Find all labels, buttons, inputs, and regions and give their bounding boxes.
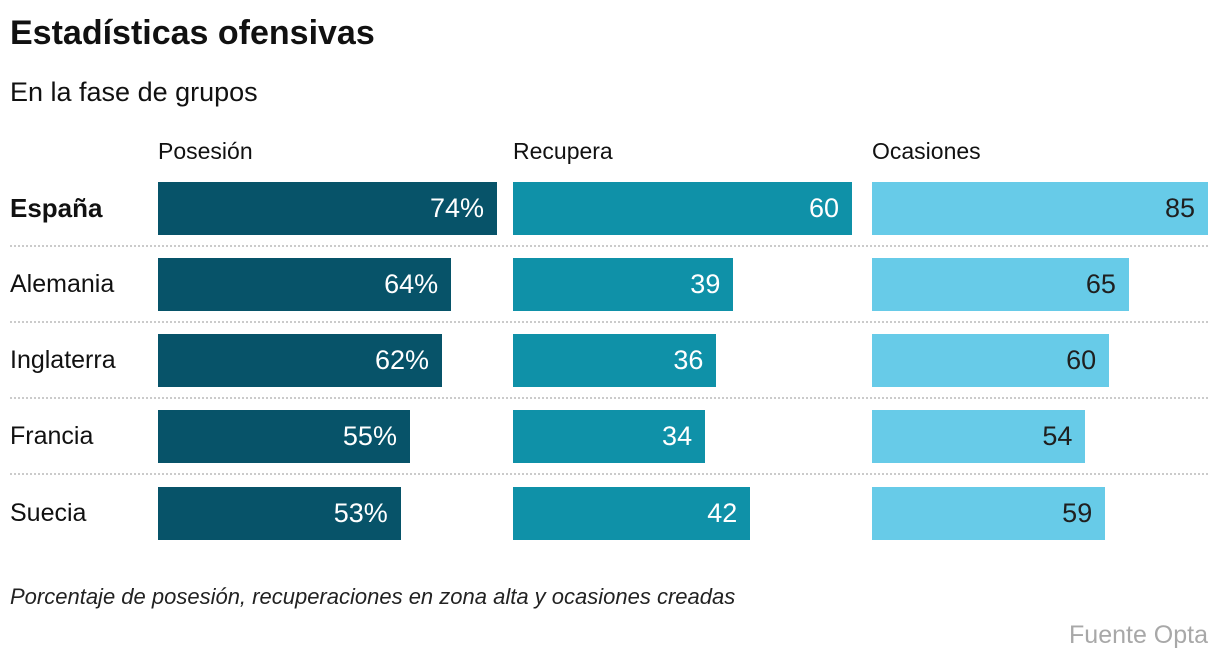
column-headers-row: Posesión Recupera Ocasiones bbox=[10, 138, 1208, 164]
chart-container: Estadísticas ofensivas En la fase de gru… bbox=[10, 14, 1208, 649]
recupera-bar-track: 39 bbox=[513, 257, 872, 311]
recupera-bar: 36 bbox=[513, 333, 717, 387]
recupera-bar: 34 bbox=[513, 409, 706, 463]
recupera-bar: 60 bbox=[513, 181, 852, 235]
table-row: Francia 55% 34 54 bbox=[10, 399, 1208, 475]
chart-rows: España 74% 60 85 Alemania 64% 39 65 bbox=[10, 171, 1208, 551]
team-label: Suecia bbox=[10, 498, 87, 527]
recupera-bar-track: 60 bbox=[513, 181, 872, 235]
posesion-bar: 62% bbox=[158, 333, 443, 387]
column-header-posesion: Posesión bbox=[158, 138, 253, 164]
team-label: Alemania bbox=[10, 269, 115, 298]
ocasiones-bar-track: 54 bbox=[872, 409, 1208, 463]
team-label: España bbox=[10, 192, 103, 223]
page-title: Estadísticas ofensivas bbox=[10, 14, 375, 52]
ocasiones-bar: 65 bbox=[872, 257, 1129, 311]
recupera-bar-track: 34 bbox=[513, 409, 872, 463]
posesion-bar-track: 64% bbox=[158, 257, 513, 311]
ocasiones-bar-track: 60 bbox=[872, 333, 1208, 387]
team-label: Francia bbox=[10, 421, 94, 450]
footnote: Porcentaje de posesión, recuperaciones e… bbox=[10, 584, 736, 609]
table-row: Inglaterra 62% 36 60 bbox=[10, 323, 1208, 399]
column-header-recupera: Recupera bbox=[513, 138, 613, 164]
ocasiones-bar-track: 65 bbox=[872, 257, 1208, 311]
table-row: España 74% 60 85 bbox=[10, 171, 1208, 247]
posesion-bar: 55% bbox=[158, 409, 410, 463]
recupera-bar: 39 bbox=[513, 257, 734, 311]
ocasiones-bar: 59 bbox=[872, 486, 1106, 540]
ocasiones-bar-track: 59 bbox=[872, 486, 1208, 540]
posesion-bar-track: 53% bbox=[158, 486, 513, 540]
ocasiones-bar-track: 85 bbox=[872, 181, 1208, 235]
posesion-bar: 74% bbox=[158, 181, 497, 235]
ocasiones-bar: 60 bbox=[872, 333, 1110, 387]
table-row: Alemania 64% 39 65 bbox=[10, 247, 1208, 323]
posesion-bar-track: 55% bbox=[158, 409, 513, 463]
posesion-bar-track: 62% bbox=[158, 333, 513, 387]
posesion-bar: 53% bbox=[158, 486, 401, 540]
column-header-ocasiones: Ocasiones bbox=[872, 138, 981, 164]
team-label: Inglaterra bbox=[10, 345, 116, 374]
ocasiones-bar: 54 bbox=[872, 409, 1086, 463]
ocasiones-bar: 85 bbox=[872, 181, 1208, 235]
recupera-bar-track: 36 bbox=[513, 333, 872, 387]
recupera-bar-track: 42 bbox=[513, 486, 872, 540]
source-credit: Fuente Opta bbox=[1069, 621, 1208, 649]
posesion-bar: 64% bbox=[158, 257, 452, 311]
recupera-bar: 42 bbox=[513, 486, 751, 540]
posesion-bar-track: 74% bbox=[158, 181, 513, 235]
page-subtitle: En la fase de grupos bbox=[10, 77, 258, 107]
table-row: Suecia 53% 42 59 bbox=[10, 475, 1208, 551]
